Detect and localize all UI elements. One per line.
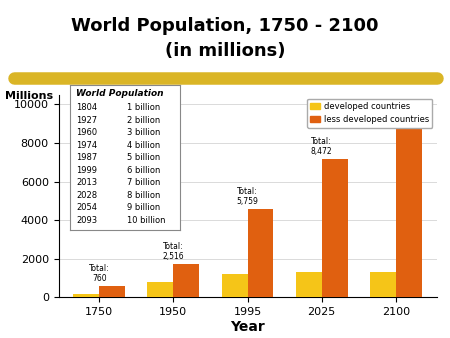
Text: 1960: 1960 — [76, 128, 98, 137]
Bar — [370, 272, 396, 297]
Text: 1987: 1987 — [76, 153, 98, 162]
Bar — [148, 282, 173, 297]
Text: 1999: 1999 — [76, 166, 97, 175]
Bar — [248, 209, 274, 297]
Text: 2054: 2054 — [76, 203, 97, 212]
Bar — [99, 286, 125, 297]
Text: 6 billion: 6 billion — [127, 166, 161, 175]
Legend: developed countries, less developed countries: developed countries, less developed coun… — [307, 99, 432, 128]
Text: Total:
760: Total: 760 — [89, 264, 110, 283]
Text: Total:
8,472: Total: 8,472 — [311, 137, 333, 156]
Text: 1 billion: 1 billion — [127, 103, 160, 113]
Text: Millions: Millions — [4, 91, 53, 101]
Text: 1927: 1927 — [76, 116, 98, 125]
Text: Total:
2,516: Total: 2,516 — [162, 242, 184, 261]
Bar — [296, 272, 322, 297]
Bar — [173, 264, 199, 297]
Text: 2 billion: 2 billion — [127, 116, 160, 125]
Text: 1804: 1804 — [76, 103, 98, 113]
Text: 5 billion: 5 billion — [127, 153, 160, 162]
Bar — [396, 126, 422, 297]
Text: 2093: 2093 — [76, 216, 98, 225]
Text: 1974: 1974 — [76, 141, 98, 150]
Text: Total:
10,185: Total: 10,185 — [382, 103, 409, 123]
Text: 9 billion: 9 billion — [127, 203, 160, 212]
Bar — [73, 294, 99, 297]
Text: 3 billion: 3 billion — [127, 128, 161, 137]
Bar — [221, 274, 248, 297]
Text: Total:
5,759: Total: 5,759 — [237, 187, 258, 207]
Text: (in millions): (in millions) — [165, 42, 285, 60]
Text: 8 billion: 8 billion — [127, 191, 161, 200]
Text: 4 billion: 4 billion — [127, 141, 160, 150]
Text: 2013: 2013 — [76, 178, 98, 187]
Text: 7 billion: 7 billion — [127, 178, 161, 187]
Text: World Population, 1750 - 2100: World Population, 1750 - 2100 — [71, 17, 379, 35]
Bar — [322, 159, 347, 297]
Text: 2028: 2028 — [76, 191, 98, 200]
X-axis label: Year: Year — [230, 320, 265, 334]
Text: 10 billion: 10 billion — [127, 216, 166, 225]
Text: World Population: World Population — [76, 89, 164, 98]
